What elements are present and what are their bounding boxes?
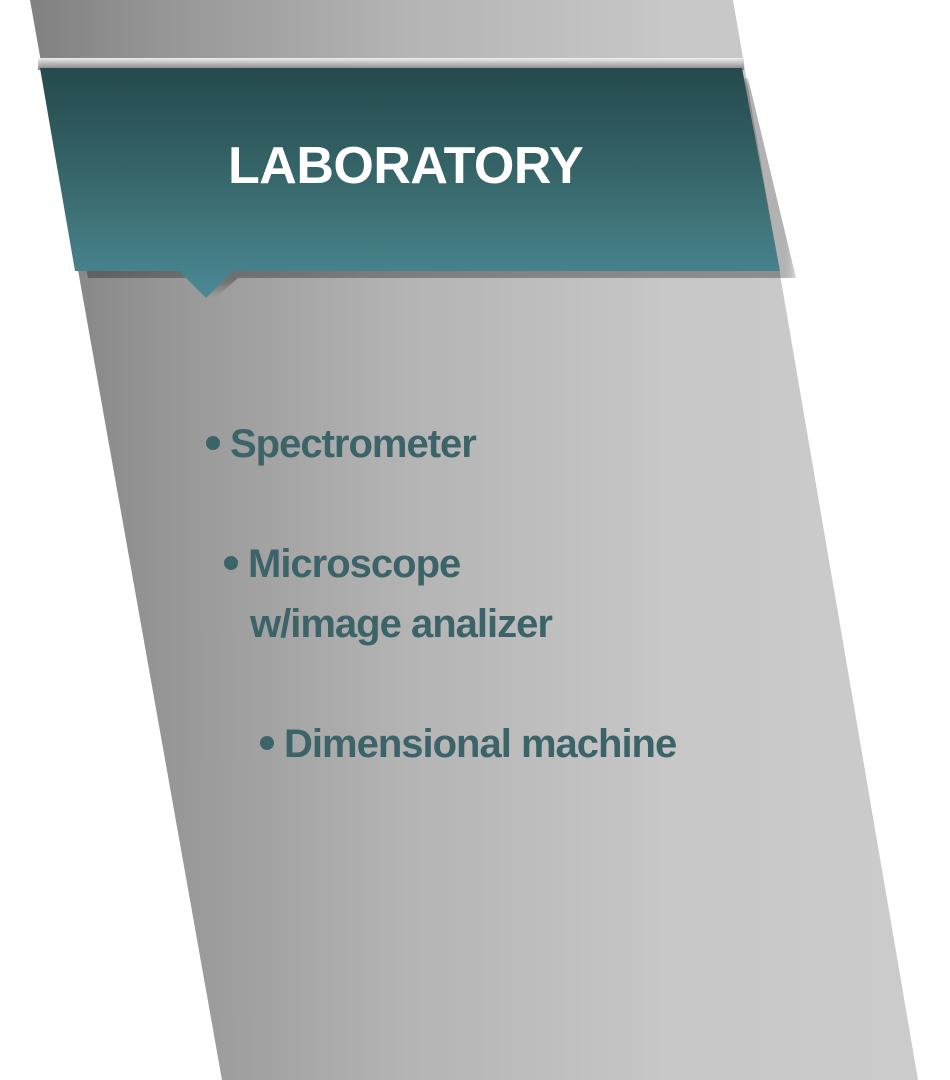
banner-title: LABORATORY <box>228 137 584 195</box>
bullet-icon <box>260 736 274 751</box>
list-item-microscope-continued: w/image analizer <box>250 594 553 654</box>
list-item-text: Dimensional machine <box>284 722 677 766</box>
list-item-dimensional-machine: Dimensional machine <box>260 714 677 774</box>
list-item-text: Microscope <box>248 542 461 586</box>
banner-silver-strip <box>38 58 744 70</box>
bullet-icon <box>206 436 220 451</box>
list-item-text: Spectrometer <box>230 422 477 466</box>
list-item-text: w/image analizer <box>250 602 553 646</box>
bullet-icon <box>224 556 238 571</box>
list-item-spectrometer: Spectrometer <box>206 414 477 474</box>
title-banner <box>40 68 780 298</box>
list-item-microscope: Microscope <box>224 534 461 594</box>
